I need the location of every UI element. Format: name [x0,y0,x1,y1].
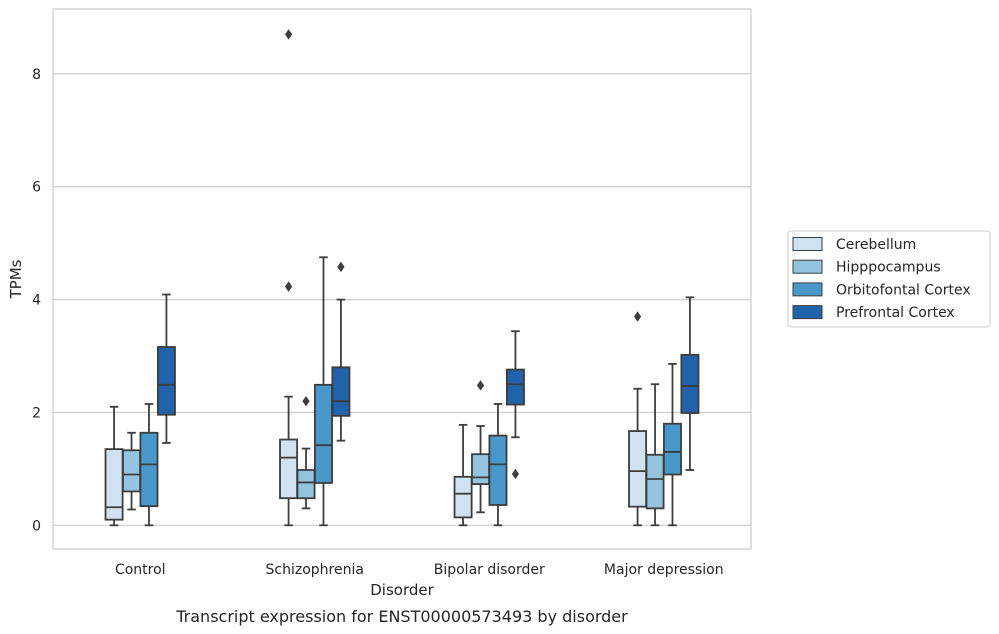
y-tick-label: 4 [32,293,41,309]
x-axis-label: Disorder [370,581,434,599]
legend-swatch [792,237,823,251]
box-prefrontal-cortex-3 [680,296,700,471]
outlier-point [633,311,642,322]
chart-caption: Transcript expression for ENST0000057349… [175,607,628,626]
y-tick-label: 2 [32,405,41,421]
box-iqr [279,438,299,500]
y-tick-label: 6 [32,180,41,196]
box-cerebellum-3 [628,311,648,527]
plot-area-frame [52,8,752,550]
box-iqr [645,453,665,510]
outlier-point [476,380,485,391]
box-iqr [122,449,141,493]
box-iqr [628,430,648,508]
box-iqr [471,453,490,486]
box-iqr [156,346,176,416]
y-tick-label: 0 [32,518,41,534]
outlier-point [284,29,293,40]
x-tick-label: Control [115,562,166,578]
outlier-point [284,281,293,292]
x-tick-label: Major depression [604,562,724,578]
legend-frame [787,230,991,328]
box-iqr [505,368,525,406]
box-prefrontal-cortex-2 [505,330,525,480]
box-hipppocampus-3 [645,383,665,527]
outlier-point [337,261,345,273]
box-cerebellum-0 [104,405,124,527]
box-cerebellum-1 [279,29,299,527]
box-iqr [663,422,682,476]
box-iqr [488,434,508,506]
box-orbitofontal-cortex-2 [488,403,508,527]
y-axis-label: TPMs [7,259,25,299]
legend: Cerebellum Hipppocampus Orbitofontal Corte… [787,230,991,328]
y-tick-label: 8 [32,67,41,83]
legend-swatch [792,259,823,274]
box-iqr [453,475,473,519]
box-iqr [296,469,316,500]
legend-label: Hipppocampus [836,260,941,276]
outlier-point [302,395,310,407]
outlier-point [511,468,520,480]
box-orbitofontal-cortex-0 [139,403,159,527]
box-orbitofontal-cortex-3 [663,363,682,527]
legend-swatch [792,282,823,297]
box-iqr [139,431,159,508]
box-hipppocampus-1 [296,395,316,510]
box-iqr [314,383,333,484]
box-orbitofontal-cortex-1 [314,256,333,527]
legend-swatch [792,305,823,320]
legend-label: Prefrontal Cortex [836,305,955,321]
box-hipppocampus-2 [471,380,490,514]
box-hipppocampus-0 [122,431,141,511]
box-cerebellum-2 [453,423,473,527]
box-prefrontal-cortex-1 [331,261,351,442]
box-iqr [680,353,700,414]
legend-label: Cerebellum [836,237,916,253]
x-tick-labels: Control Schizophrenia Bipolar disorder Majo… [115,562,724,578]
box-prefrontal-cortex-0 [156,293,176,444]
x-tick-label: Schizophrenia [266,562,364,578]
legend-label: Orbitofontal Cortex [836,282,971,298]
box-iqr [104,448,124,521]
box-iqr [331,366,351,417]
y-tick-labels: 0 2 4 6 8 [32,67,41,534]
x-tick-label: Bipolar disorder [434,562,545,578]
box-series [104,29,700,527]
